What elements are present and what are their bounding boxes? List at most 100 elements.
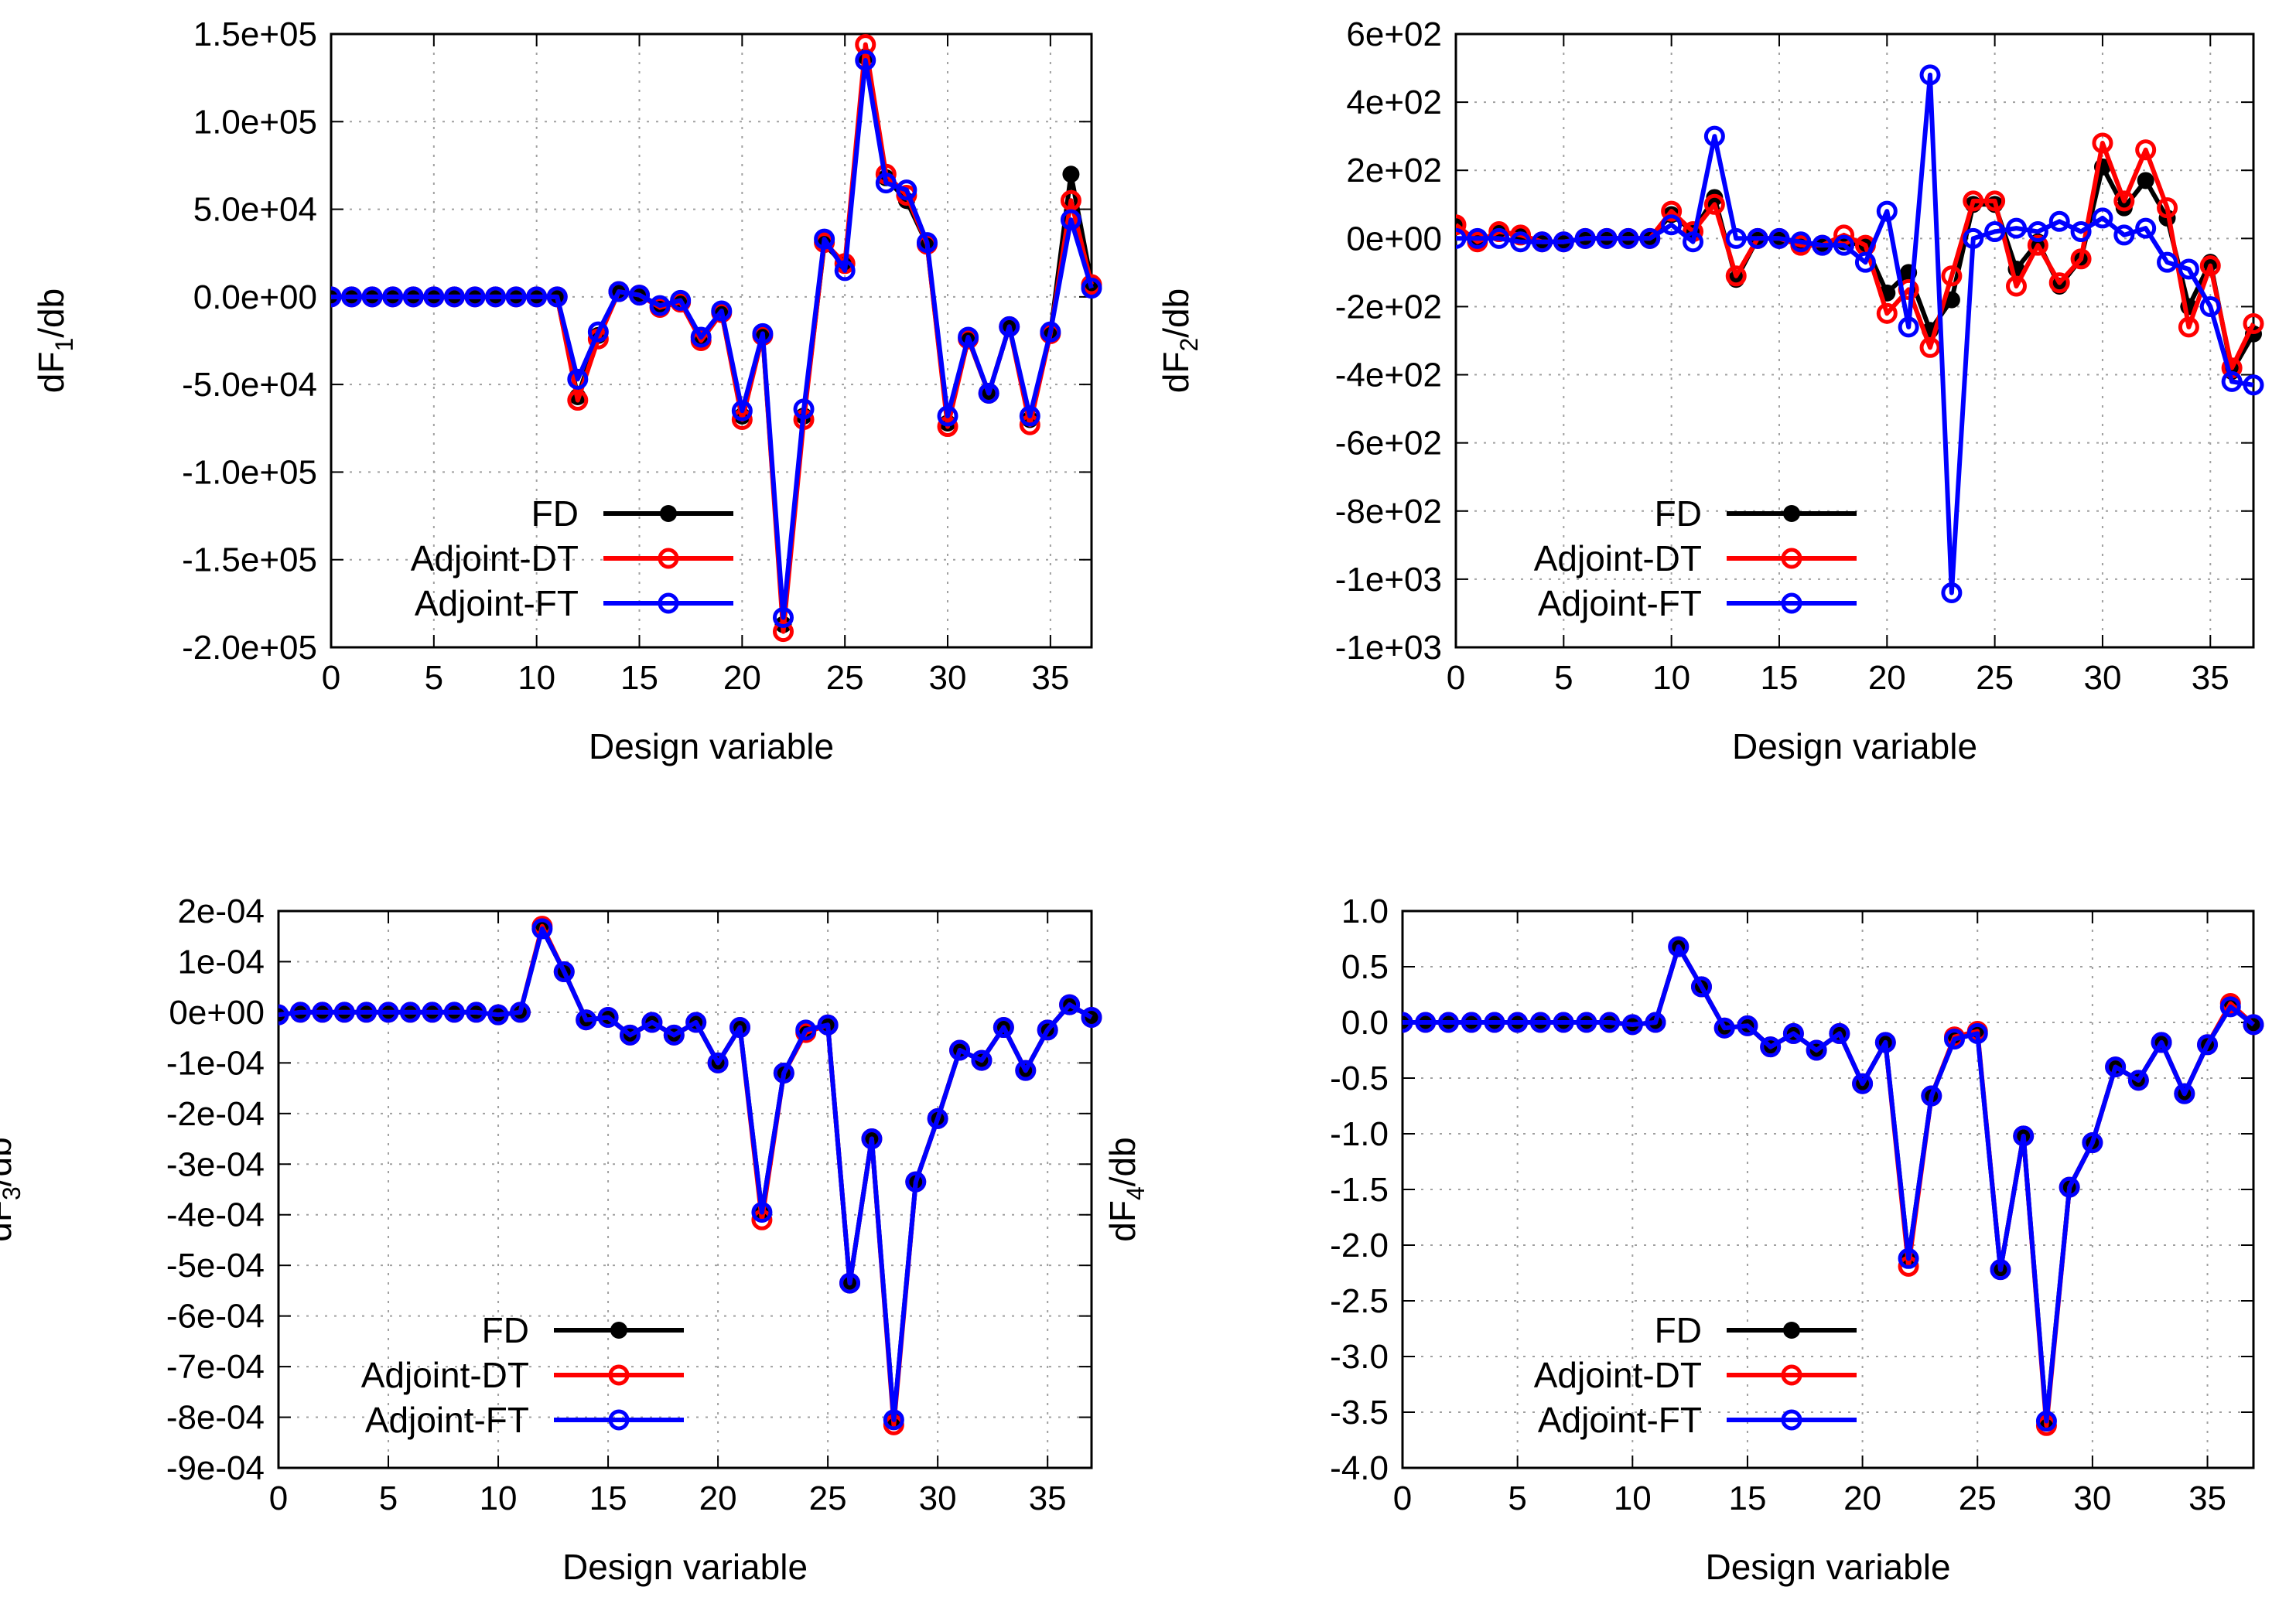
y-tick-label: -3e-04 (166, 1145, 265, 1183)
adjoint-ft-point (993, 1017, 1014, 1039)
adjoint-ft-point (2070, 221, 2092, 243)
adjoint-ft-point (2048, 210, 2070, 232)
legend-marker-adjoint-ft (658, 592, 679, 614)
adjoint-ft-point (861, 1128, 883, 1150)
adjoint-ft-point (509, 1002, 531, 1023)
adjoint-dt-point (2070, 248, 2092, 270)
adjoint-ft-point (466, 1002, 487, 1023)
panel-1: 0 5 10 15 20 25 30 35 -2.0e+05 -1.5e+05 -1.0e+05 -5… (31, 15, 1102, 766)
adjoint-ft-point (1596, 227, 1618, 249)
y-tick-label: -2e+02 (1335, 288, 1442, 326)
adjoint-ft-line (1403, 944, 2255, 1424)
adjoint-ft-line (331, 58, 1094, 620)
adjoint-ft-point (1059, 994, 1081, 1015)
adjoint-ft-point (2027, 221, 2048, 243)
adjoint-ft-point (2013, 1125, 2035, 1147)
y-tick-label: -1.5e+05 (182, 541, 317, 579)
x-tick-label: 10 (1614, 1479, 1652, 1517)
legend-label-adjoint-ft: Adjoint-FT (1538, 1400, 1702, 1440)
adjoint-ft-point (1760, 1036, 1782, 1058)
adjoint-ft-point (1040, 321, 1061, 343)
legend-label-adjoint-ft: Adjoint-FT (1538, 583, 1702, 623)
adjoint-ft-point (1553, 1012, 1574, 1033)
y-tick-label: 6e+02 (1346, 15, 1442, 53)
y-tick-label: -2.0 (1330, 1227, 1389, 1264)
plot-frame (330, 32, 1093, 649)
y-tick-label: 1.5e+05 (193, 15, 317, 53)
adjoint-ft-point (1529, 1012, 1551, 1033)
legend-label-adjoint-dt: Adjoint-DT (411, 538, 579, 578)
adjoint-ft-point (1768, 227, 1790, 249)
legend-label-adjoint-dt: Adjoint-DT (1534, 1355, 1702, 1395)
adjoint-ft-point (378, 1002, 399, 1023)
legend-marker-fd (660, 505, 677, 522)
x-tick-label: 35 (2192, 659, 2229, 697)
y-tick-label: -8e+02 (1335, 493, 1442, 531)
x-tick-label: 30 (2083, 659, 2121, 697)
adjoint-ft-point (958, 326, 979, 348)
adjoint-ft-point (331, 286, 342, 308)
x-tick-label: 5 (379, 1479, 398, 1517)
adjoint-ft-point (1599, 1012, 1621, 1033)
legend-label-fd: FD (1655, 1310, 1702, 1350)
adjoint-ft-point (752, 322, 774, 344)
adjoint-ft-point (356, 1002, 378, 1023)
x-axis-label: Design variable (1705, 1547, 1950, 1587)
adjoint-ft-point (927, 1107, 948, 1129)
adjoint-ft-point (2243, 374, 2264, 396)
legend-label-fd: FD (1655, 493, 1702, 534)
adjoint-ft-point (2178, 258, 2199, 280)
adjoint-ft-point (1437, 1012, 1459, 1033)
y-axis-label-subscript: 4 (1122, 1186, 1150, 1200)
y-tick-label: 0.0e+00 (193, 278, 317, 316)
adjoint-dt-point (1984, 190, 2006, 212)
series-layer (1456, 64, 2264, 604)
x-tick-label: 10 (1652, 659, 1690, 697)
adjoint-ft-point (1737, 1015, 1758, 1036)
adjoint-ft-point (487, 1004, 509, 1025)
adjoint-ft-point (2005, 217, 2027, 239)
y-axis-label-base: dF (0, 1200, 19, 1242)
adjoint-ft-point (1645, 1012, 1666, 1033)
legend-marker-adjoint-ft (1781, 592, 1802, 614)
y-axis-label-base: dF (1156, 352, 1196, 394)
x-tick-label: 15 (620, 659, 658, 697)
adjoint-ft-point (1919, 64, 1941, 86)
x-tick-label: 35 (1029, 1479, 1067, 1517)
adjoint-ft-point (1854, 251, 1876, 273)
adjoint-dt-point (1941, 265, 1963, 287)
y-tick-label: -1e+03 (1335, 629, 1442, 667)
adjoint-ft-point (1713, 1017, 1735, 1039)
x-tick-label: 0 (269, 1479, 288, 1517)
adjoint-ft-point (1683, 231, 1704, 253)
y-tick-label: -6e-04 (166, 1298, 265, 1336)
adjoint-ft-point (916, 232, 938, 254)
plot-frame (277, 909, 1093, 1469)
adjoint-ft-point (875, 172, 897, 194)
y-tick-label: -9e-04 (166, 1449, 265, 1487)
adjoint-ft-point (1574, 227, 1596, 249)
y-tick-label: 0.5 (1341, 948, 1389, 986)
adjoint-dt-point (772, 621, 794, 643)
y-axis-label: dF1/db (31, 288, 78, 393)
adjoint-ft-point (341, 286, 363, 308)
adjoint-ft-point (1966, 1022, 1988, 1044)
x-tick-label: 30 (919, 1479, 957, 1517)
adjoint-dt-line (1403, 944, 2256, 1428)
adjoint-ft-point (999, 316, 1020, 337)
adjoint-ft-point (402, 286, 424, 308)
x-tick-label: 5 (1554, 659, 1573, 697)
adjoint-ft-point (2174, 1083, 2195, 1104)
adjoint-ft-line (1456, 72, 2254, 596)
y-tick-label: -1.5 (1330, 1171, 1389, 1209)
series-layer (1403, 936, 2264, 1436)
legend: FD Adjoint-DT Adjoint-FT (1534, 1310, 1857, 1440)
adjoint-ft-point (1531, 231, 1553, 253)
x-axis-label: Design variable (562, 1547, 808, 1587)
y-tick-label: -8e-04 (166, 1399, 265, 1437)
y-tick-label: 2e-04 (177, 892, 265, 930)
y-tick-label: -6e+02 (1335, 425, 1442, 462)
adjoint-ft-point (505, 286, 527, 308)
adjoint-ft-point (485, 286, 507, 308)
y-axis-label: dF3/db (0, 1137, 26, 1241)
